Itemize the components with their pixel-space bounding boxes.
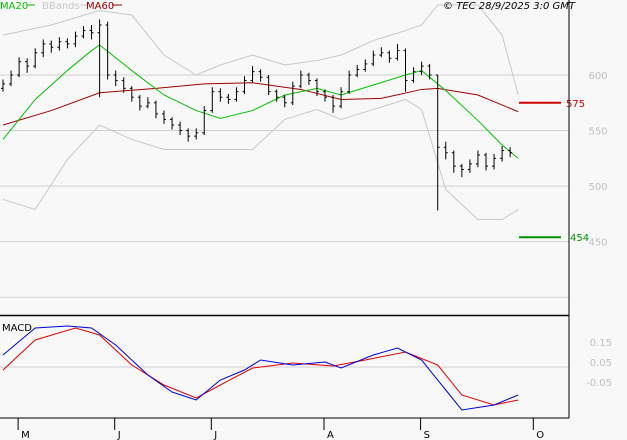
ohlc-bar bbox=[242, 76, 247, 94]
ohlc-bar bbox=[314, 78, 319, 97]
ohlc-bar bbox=[347, 70, 352, 94]
ohlc-bar bbox=[355, 65, 360, 78]
price-tick-label: 450 bbox=[588, 238, 607, 249]
ohlc-bar bbox=[162, 110, 166, 124]
ohlc-bar bbox=[435, 74, 440, 211]
ohlc-bar bbox=[411, 67, 416, 83]
ohlc-bar bbox=[194, 128, 199, 140]
ohlc-bar bbox=[403, 48, 408, 92]
x-tick-label: S bbox=[424, 430, 430, 440]
x-tick-label: J bbox=[213, 430, 217, 440]
ohlc-bar bbox=[379, 47, 384, 58]
ohlc-bar bbox=[97, 19, 102, 98]
bband-upper bbox=[2, 4, 519, 96]
ma20-line bbox=[2, 44, 519, 159]
ohlc-bar bbox=[210, 87, 215, 113]
ma60-line bbox=[2, 82, 519, 126]
ohlc-bar bbox=[500, 146, 505, 162]
x-tick-label: O bbox=[536, 430, 544, 440]
ohlc-bar bbox=[202, 106, 207, 135]
ohlc-bar bbox=[73, 31, 78, 48]
ohlc-bar bbox=[226, 93, 231, 104]
ohlc-bar bbox=[218, 88, 223, 102]
ohlc-bar bbox=[49, 40, 54, 53]
ohlc-bar bbox=[266, 75, 271, 95]
ohlc-bar bbox=[298, 70, 303, 89]
x-tick-label: J bbox=[117, 430, 121, 440]
ohlc-bar bbox=[57, 37, 62, 51]
ohlc-bar bbox=[492, 153, 497, 170]
ohlc-bar bbox=[41, 39, 46, 58]
macd-tick-label: 0.05 bbox=[590, 358, 612, 369]
legend: MA20 BBands MA60 © TEC 28/9/2025 3:0 GMT bbox=[0, 1, 576, 12]
ohlc-bar bbox=[81, 26, 86, 39]
bband-lower bbox=[2, 98, 519, 220]
copyright: © TEC 28/9/2025 3:0 GMT bbox=[443, 1, 576, 12]
ohlc-bar bbox=[395, 43, 400, 61]
ohlc-bar bbox=[145, 97, 150, 109]
ohlc-bar bbox=[178, 121, 183, 135]
ohlc-bar bbox=[153, 100, 158, 119]
price-tick-label: 600 bbox=[588, 71, 607, 82]
ohlc-bar bbox=[33, 48, 38, 69]
ohlc-bar bbox=[451, 150, 456, 173]
legend-ma20: MA20 bbox=[0, 1, 28, 12]
ohlc-bar bbox=[25, 58, 30, 73]
macd-tick-label: -0.05 bbox=[586, 378, 612, 389]
ohlc-bar bbox=[105, 21, 110, 80]
ohlc-bar bbox=[186, 128, 191, 142]
ohlc-bar bbox=[1, 79, 5, 92]
ohlc-bar bbox=[113, 70, 118, 87]
price-tick-label: 500 bbox=[588, 182, 607, 193]
ohlc-bar bbox=[89, 25, 94, 40]
macd-line bbox=[2, 325, 519, 411]
ohlc-bar bbox=[339, 87, 344, 109]
ohlc-bar bbox=[306, 72, 311, 85]
legend-ma60: MA60 bbox=[86, 1, 114, 12]
ohlc-bar bbox=[250, 66, 255, 83]
ohlc-bar bbox=[17, 57, 22, 78]
price-tick-label: 550 bbox=[588, 127, 607, 138]
macd-signal-line bbox=[2, 327, 519, 406]
ohlc-bar bbox=[290, 81, 295, 105]
macd-label: MACD bbox=[2, 323, 32, 334]
ohlc-bar bbox=[170, 117, 175, 130]
ohlc-bar bbox=[129, 86, 134, 102]
ohlc-bar bbox=[475, 150, 480, 168]
x-tick-label: M bbox=[21, 430, 30, 440]
ohlc-bar bbox=[282, 95, 287, 108]
ohlc-bar bbox=[363, 59, 368, 72]
ohlc-bar bbox=[121, 77, 126, 93]
ohlc-bar bbox=[484, 152, 488, 171]
ohlc-bar bbox=[459, 163, 464, 178]
ohlc-bar bbox=[467, 159, 472, 173]
ohlc-bar bbox=[387, 50, 392, 63]
ohlc-bar bbox=[274, 89, 279, 102]
ohlc-bar bbox=[419, 61, 424, 75]
level-label: 454 bbox=[570, 233, 589, 244]
ohlc-bar bbox=[9, 70, 14, 87]
ohlc-bar bbox=[258, 69, 263, 82]
legend-bbands: BBands bbox=[42, 1, 80, 12]
ohlc-bar bbox=[443, 141, 448, 160]
ohlc-bar bbox=[65, 38, 70, 49]
ohlc-bar bbox=[234, 87, 239, 102]
macd-tick-label: 0.15 bbox=[590, 338, 612, 349]
ohlc-bar bbox=[331, 95, 336, 113]
ohlc-bar bbox=[137, 95, 142, 111]
ohlc-bar bbox=[508, 147, 513, 158]
ohlc-bar bbox=[371, 50, 376, 67]
level-label: 575 bbox=[566, 99, 585, 110]
ohlc-bar bbox=[323, 89, 327, 102]
ohlc-bar bbox=[427, 63, 432, 80]
x-tick-label: A bbox=[327, 430, 334, 440]
